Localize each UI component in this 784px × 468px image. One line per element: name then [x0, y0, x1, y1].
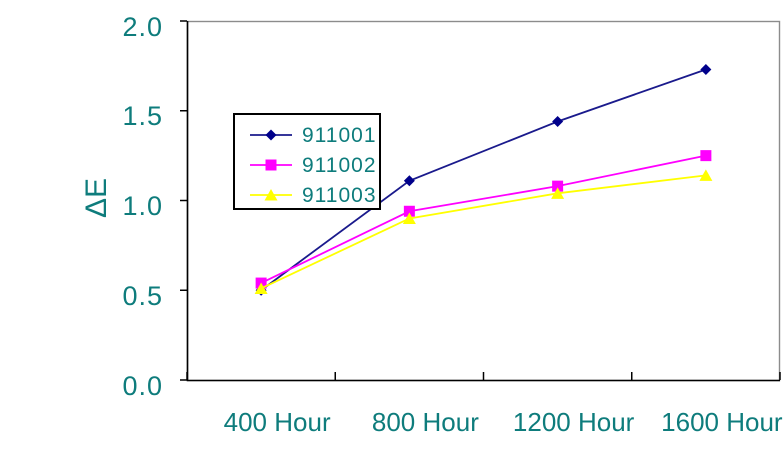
marker-diamond: [700, 63, 712, 75]
legend-item-911001: 911001: [235, 120, 379, 150]
marker-diamond: [552, 116, 564, 128]
x-tick-label: 400 Hour: [223, 407, 331, 437]
y-tick-label: 0.0: [122, 370, 163, 401]
legend-item-911003: 911003: [235, 180, 379, 210]
x-tick-label: 1200 Hour: [512, 407, 635, 437]
series-line-911001: [260, 68, 707, 291]
x-tick-label: 800 Hour: [371, 407, 479, 437]
series-line-911002: [260, 154, 707, 284]
legend: 911001 911002 911003: [233, 113, 381, 210]
y-tick-label: 2.0: [122, 11, 163, 42]
marker-triangle: [402, 212, 416, 224]
y-tick-label: 1.0: [122, 191, 163, 221]
marker-square: [552, 180, 564, 192]
legend-item-911002: 911002: [235, 150, 379, 180]
marker-triangle: [551, 187, 565, 199]
marker-triangle: [264, 189, 278, 201]
marker-diamond: [403, 175, 415, 187]
y-tick-label: 0.5: [122, 280, 163, 311]
marker-square: [700, 150, 712, 162]
series-line-911003: [260, 174, 706, 290]
axis-lines: [186, 21, 780, 382]
marker-square: [403, 205, 415, 217]
legend-sample-square-icon: [250, 159, 292, 171]
marker-square: [265, 159, 277, 171]
marker-triangle: [699, 169, 713, 181]
legend-sample-triangle-icon: [250, 189, 292, 201]
marker-diamond: [265, 129, 277, 141]
marker-triangle: [254, 282, 268, 294]
legend-label: 911003: [302, 183, 377, 207]
x-tick-label: 1600 Hour: [661, 407, 783, 437]
y-tick-label: 1.5: [122, 101, 163, 132]
legend-sample-diamond-icon: [250, 129, 292, 141]
legend-label: 911002: [302, 153, 377, 177]
legend-label: 911001: [302, 123, 377, 147]
